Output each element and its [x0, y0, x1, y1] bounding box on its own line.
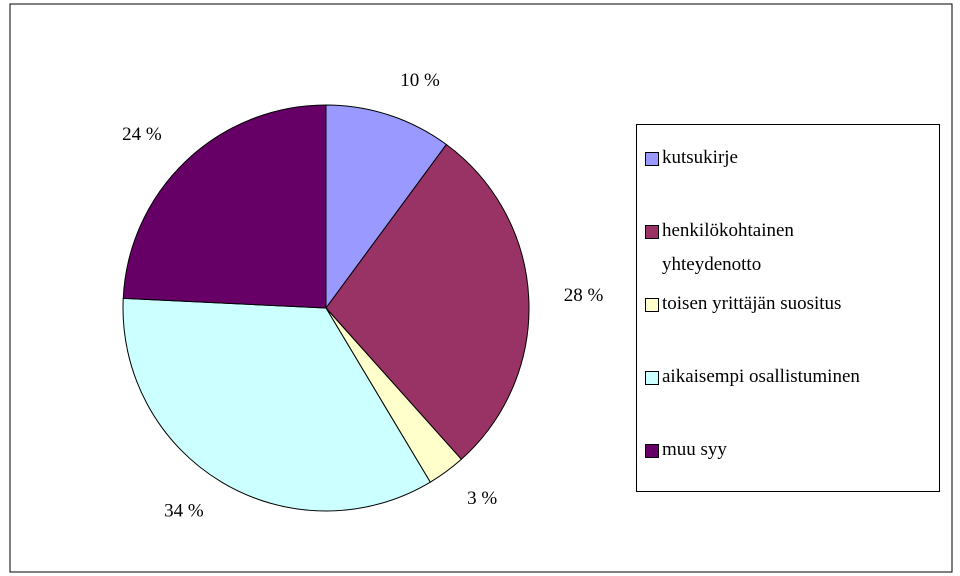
legend-item: toisen yrittäjän suositus — [645, 287, 939, 360]
pie-slice — [325, 143, 530, 460]
legend-label: toisen yrittäjän suositus — [662, 293, 842, 314]
legend-item: henkilökohtainen yhteydenotto — [645, 214, 939, 287]
legend: kutsukirje henkilökohtainen yhteydenotto t… — [636, 124, 940, 492]
legend-label: muu syy — [662, 439, 727, 460]
legend-swatch — [645, 225, 659, 239]
legend-swatch — [645, 371, 659, 385]
data-label: 24 % — [122, 124, 162, 145]
data-label: 34 % — [164, 501, 204, 522]
legend-item: muu syy — [645, 433, 939, 506]
legend-swatch — [645, 152, 659, 166]
legend-label: henkilökohtainen yhteydenotto — [662, 220, 794, 275]
pie-slice — [122, 104, 327, 309]
legend-swatch — [645, 298, 659, 312]
data-label: 10 % — [400, 70, 440, 91]
data-label: 3 % — [467, 488, 497, 509]
data-label: 28 % — [564, 285, 604, 306]
legend-label: kutsukirje — [662, 147, 738, 168]
legend-swatch — [645, 444, 659, 458]
legend-item: kutsukirje — [645, 141, 939, 214]
legend-item: aikaisempi osallistuminen — [645, 360, 939, 433]
pie-slice — [325, 104, 448, 310]
pie-slice — [122, 297, 431, 512]
legend-label: aikaisempi osallistuminen — [662, 366, 860, 387]
